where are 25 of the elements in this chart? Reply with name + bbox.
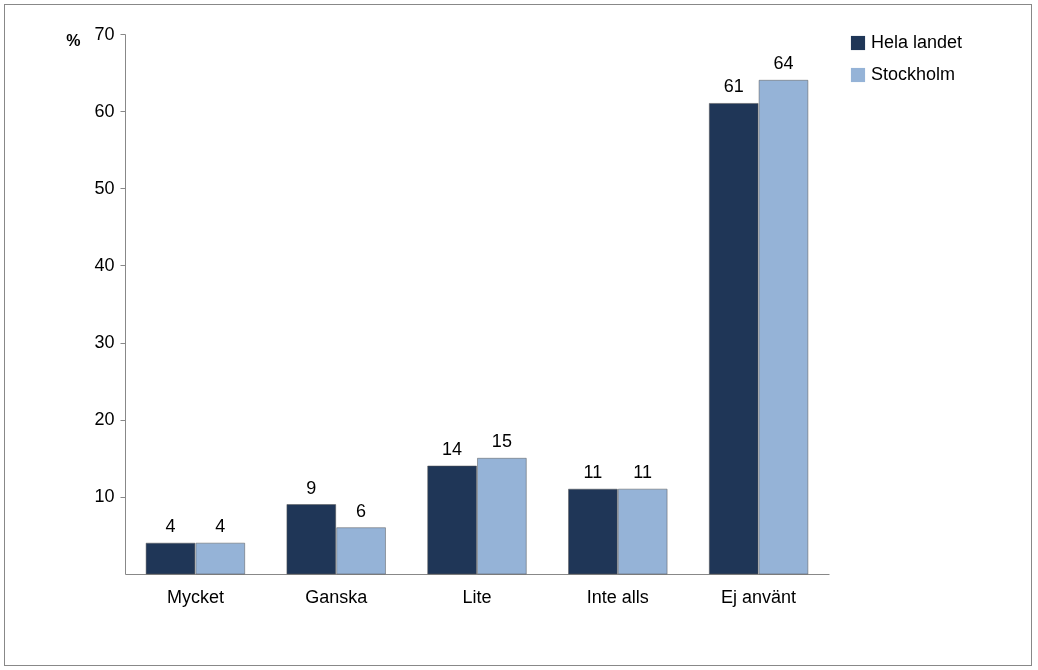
data-label: 15	[491, 431, 512, 452]
y-tick-label: 20	[94, 409, 115, 430]
y-axis-title: %	[66, 31, 81, 49]
data-label: 9	[306, 477, 317, 498]
x-tick-label: Lite	[462, 586, 492, 607]
data-label: 6	[356, 500, 367, 521]
data-label: 11	[633, 462, 653, 483]
y-tick-label: 30	[94, 332, 115, 353]
x-tick-label: Ganska	[305, 586, 369, 607]
x-tick-label: Mycket	[166, 586, 224, 607]
x-tick-label: Inte alls	[586, 586, 649, 607]
y-tick-label: 40	[94, 254, 115, 275]
legend-label: Hela landet	[871, 32, 963, 52]
y-tick-label: 70	[94, 23, 115, 44]
data-label: 64	[773, 53, 794, 74]
y-tick-label: 60	[94, 100, 115, 121]
data-label: 14	[442, 439, 463, 459]
data-label: 4	[165, 516, 176, 537]
data-label: 4	[215, 516, 226, 537]
legend-label: Stockholm	[871, 64, 956, 84]
data-label: 11	[583, 462, 603, 483]
x-tick-label: Ej använt	[721, 586, 797, 607]
y-tick-label: 10	[94, 486, 115, 507]
data-label: 61	[723, 76, 744, 97]
y-tick-label: 50	[94, 177, 115, 198]
